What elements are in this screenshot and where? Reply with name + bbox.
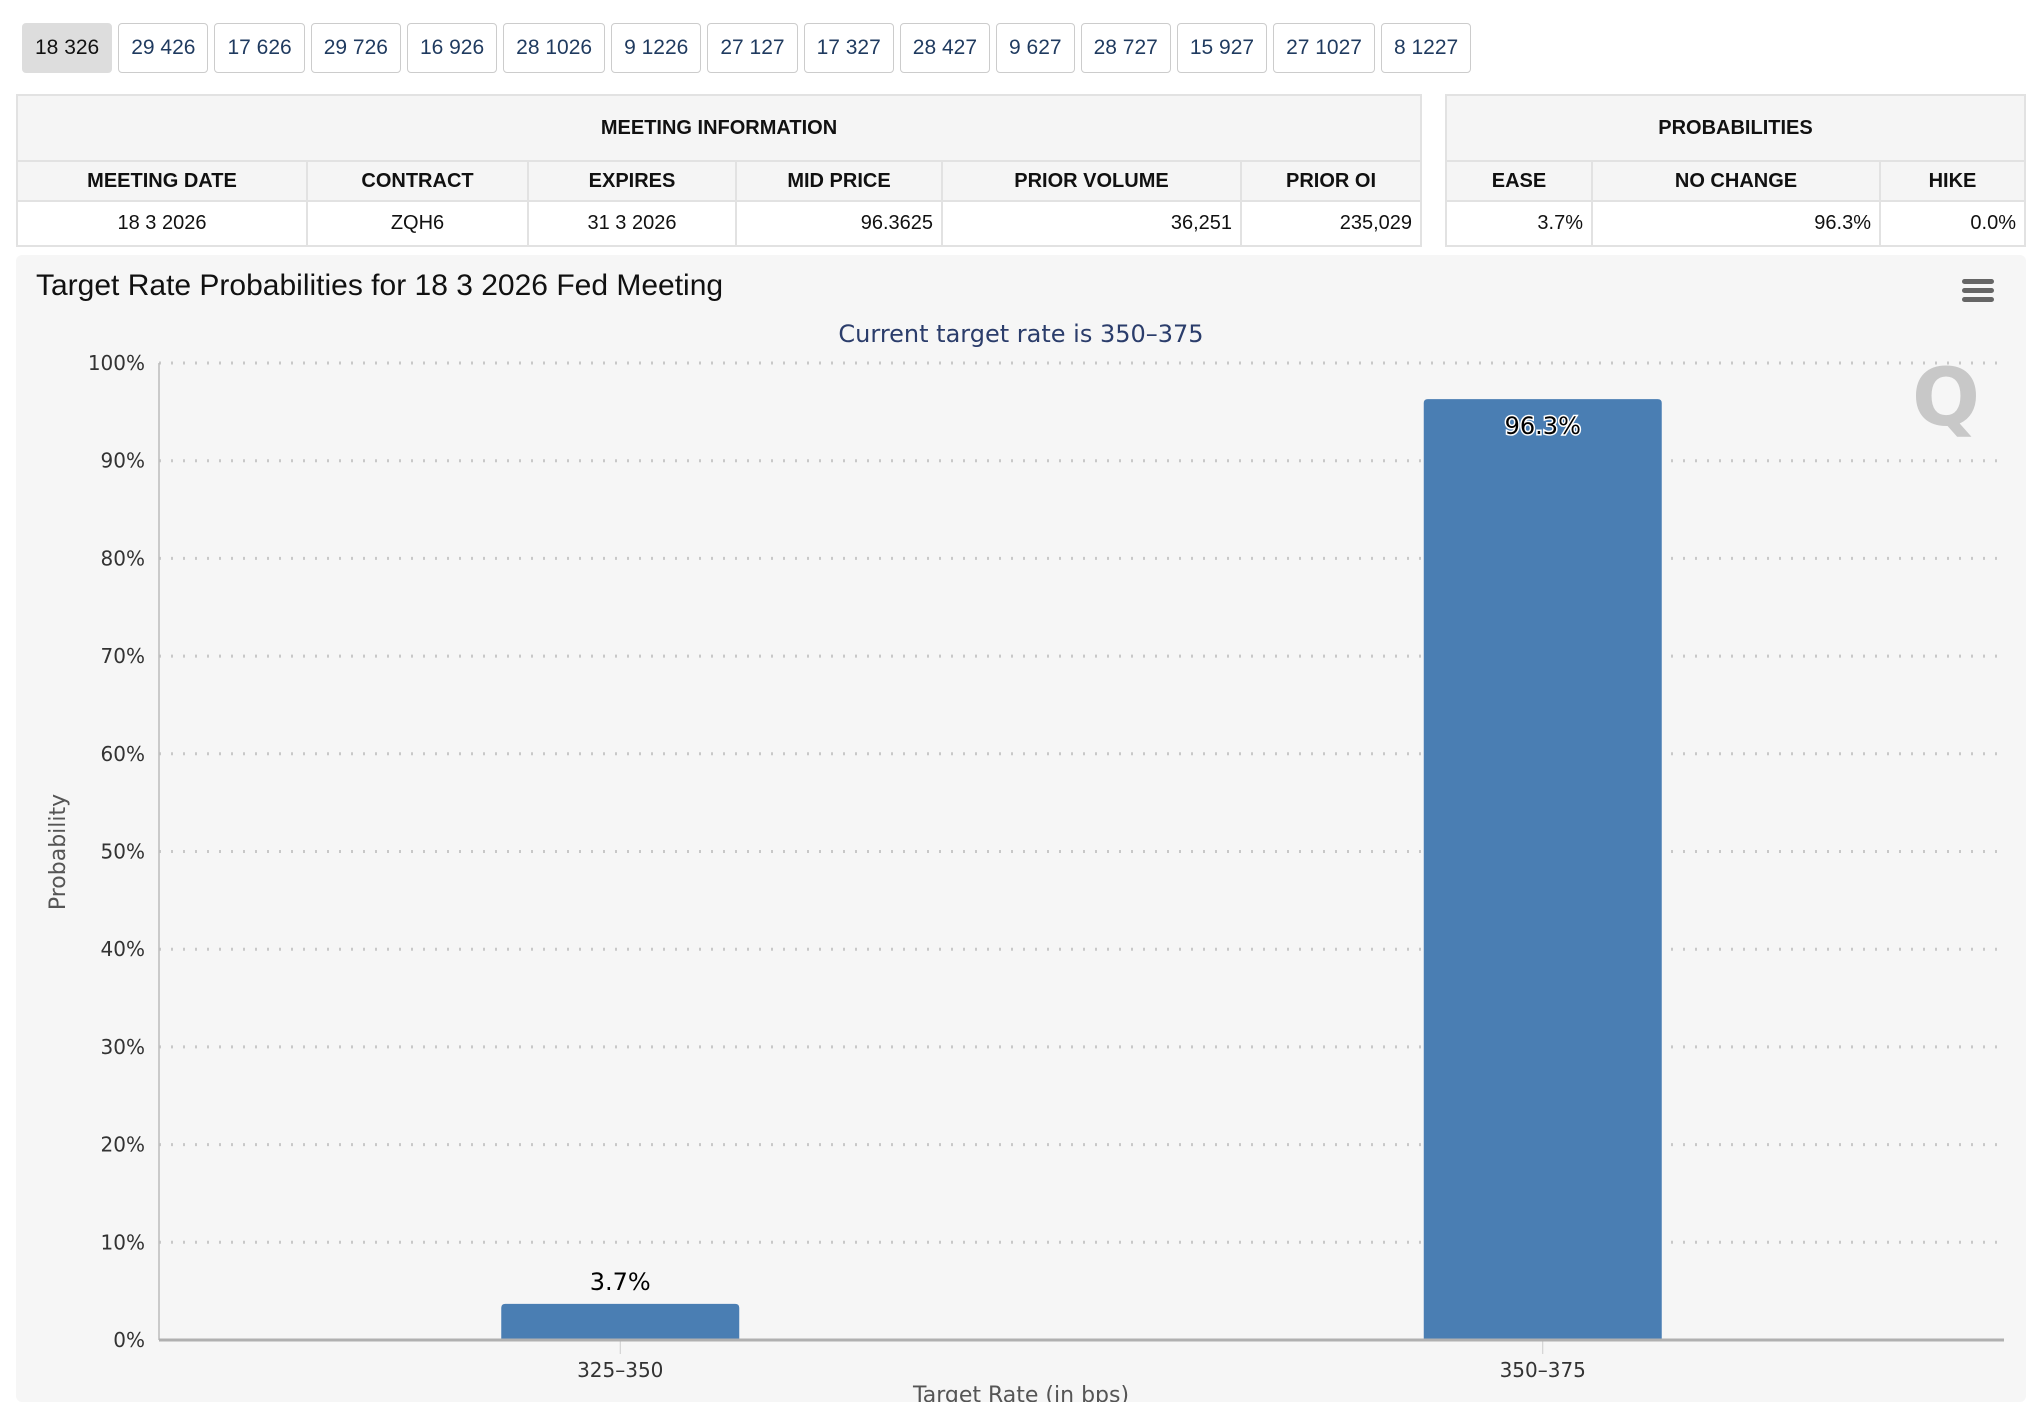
no-change-value: 96.3% (1591, 200, 1881, 247)
y-tick-label: 100% (88, 351, 145, 375)
tab-28-727[interactable]: 28 727 (1080, 23, 1171, 73)
meeting-tabs: 18 326 29 426 17 626 29 726 16 926 28 1026 9 1… (22, 23, 1472, 73)
watermark-logo: Q (1912, 351, 1980, 444)
tab-28-1026[interactable]: 28 1026 (503, 23, 606, 73)
meeting-information-title: MEETING INFORMATION (16, 94, 1422, 162)
data-label: 3.7% (590, 1268, 651, 1296)
prior-volume: 36,251 (941, 200, 1242, 247)
y-tick-label: 80% (101, 546, 145, 570)
hamburger-menu-icon[interactable] (1962, 279, 1994, 302)
x-axis-label: Target Rate (in bps) (912, 1383, 1129, 1402)
tab-27-1027[interactable]: 27 1027 (1273, 23, 1375, 73)
y-tick-label: 90% (101, 449, 145, 473)
chart-panel: Target Rate Probabilities for 18 3 2026 … (16, 255, 2026, 1407)
hike-value: 0.0% (1879, 200, 2026, 247)
table-row: 3.7% 96.3% 0.0% (1445, 200, 2026, 247)
svg-text:Q: Q (1912, 351, 1980, 444)
x-tick-label: 350–375 (1500, 1358, 1586, 1382)
tab-29-726[interactable]: 29 726 (310, 23, 401, 73)
bar-325–350 (501, 1303, 740, 1340)
col-prior-oi: PRIOR OI (1240, 160, 1422, 202)
y-tick-label: 60% (101, 742, 145, 766)
probability-chart: Target Rate Probabilities for 18 3 2026 … (36, 269, 2004, 1407)
chart-title: Target Rate Probabilities for 18 3 2026 … (36, 269, 723, 302)
tab-17-626[interactable]: 17 626 (214, 23, 305, 73)
contract: ZQH6 (306, 200, 529, 247)
probabilities-table: PROBABILITIES EASE NO CHANGE HIKE 3.7% 9… (1445, 94, 2026, 247)
chart-subtitle: Current target rate is 350–375 (838, 320, 1203, 348)
table-row: 18 3 2026 ZQH6 31 3 2026 96.3625 36,251 … (16, 200, 1422, 247)
tab-28-427[interactable]: 28 427 (899, 23, 991, 73)
col-expires: EXPIRES (527, 160, 737, 202)
y-tick-label: 0% (113, 1328, 145, 1352)
col-no-change: NO CHANGE (1591, 160, 1881, 202)
ease-value: 3.7% (1445, 200, 1593, 247)
tab-16-926[interactable]: 16 926 (406, 23, 498, 73)
tab-15-927[interactable]: 15 927 (1176, 23, 1268, 73)
expires: 31 3 2026 (527, 200, 737, 247)
probabilities-title: PROBABILITIES (1445, 94, 2026, 162)
tab-18-326[interactable]: 18 326 (22, 23, 113, 73)
col-hike: HIKE (1879, 160, 2026, 202)
data-label: 96.3% (1505, 412, 1581, 440)
y-tick-label: 10% (101, 1230, 145, 1254)
y-tick-label: 50% (101, 840, 145, 864)
tab-9-1226[interactable]: 9 1226 (611, 23, 702, 73)
mid-price: 96.3625 (735, 200, 943, 247)
tab-8-1227[interactable]: 8 1227 (1380, 23, 1472, 73)
tab-29-426[interactable]: 29 426 (118, 23, 209, 73)
tab-17-327[interactable]: 17 327 (803, 23, 894, 73)
meeting-information-table: MEETING INFORMATION MEETING DATE CONTRAC… (16, 94, 1422, 247)
tab-27-127[interactable]: 27 127 (707, 23, 798, 73)
col-contract: CONTRACT (306, 160, 529, 202)
bar-350–375 (1423, 399, 1662, 1340)
meeting-date: 18 3 2026 (16, 200, 308, 247)
col-mid-price: MID PRICE (735, 160, 943, 202)
y-axis-label: Probability (46, 794, 71, 910)
col-ease: EASE (1445, 160, 1593, 202)
y-tick-label: 40% (101, 937, 145, 961)
prior-oi: 235,029 (1240, 200, 1422, 247)
tab-9-627[interactable]: 9 627 (996, 23, 1075, 73)
col-prior-volume: PRIOR VOLUME (941, 160, 1242, 202)
y-tick-label: 30% (101, 1035, 145, 1059)
x-tick-label: 325–350 (577, 1358, 663, 1382)
y-tick-label: 70% (101, 644, 145, 668)
y-tick-label: 20% (101, 1133, 145, 1157)
col-meeting-date: MEETING DATE (16, 160, 308, 202)
